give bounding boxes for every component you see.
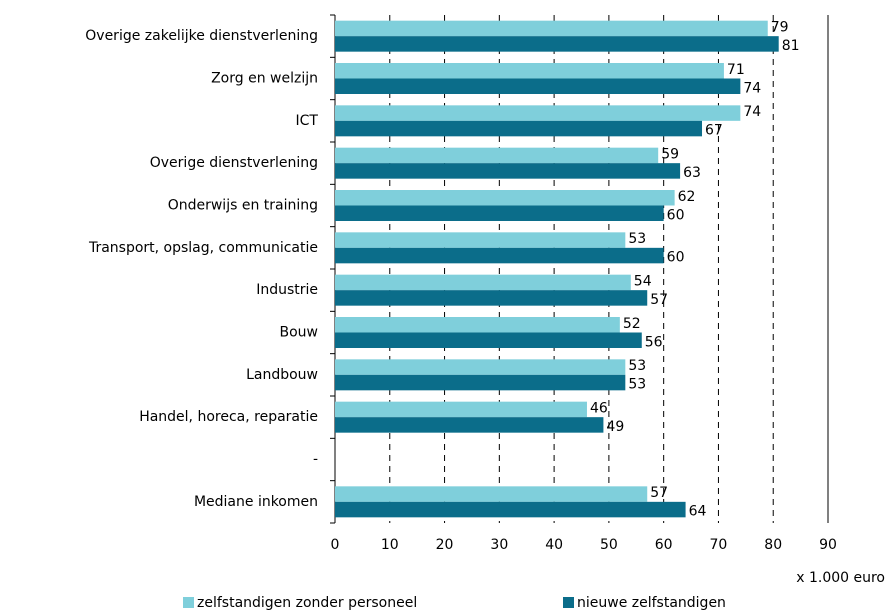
value-label: 81 bbox=[782, 38, 800, 54]
bar bbox=[335, 63, 724, 79]
y-tick-label: Bouw bbox=[280, 325, 319, 341]
bar bbox=[335, 274, 631, 291]
x-tick-label: 70 bbox=[710, 537, 728, 553]
value-label: 62 bbox=[678, 189, 696, 205]
bar bbox=[335, 190, 675, 206]
x-tick-label: 90 bbox=[819, 537, 837, 553]
x-tick-label: 20 bbox=[436, 537, 454, 553]
bar bbox=[335, 232, 626, 248]
bar bbox=[335, 359, 626, 375]
value-label: 52 bbox=[623, 316, 641, 332]
value-label: 59 bbox=[661, 146, 679, 162]
bar bbox=[335, 120, 703, 137]
value-label: 67 bbox=[705, 123, 723, 139]
bar bbox=[335, 486, 648, 502]
value-label: 57 bbox=[650, 292, 668, 308]
value-label: 46 bbox=[590, 400, 608, 416]
y-tick-label: - bbox=[313, 452, 318, 468]
y-tick-label: Overige zakelijke dienstverlening bbox=[85, 28, 318, 44]
y-tick-label: ICT bbox=[296, 113, 319, 129]
bar bbox=[335, 332, 642, 348]
y-tick-label: Zorg en welzijn bbox=[211, 71, 318, 87]
x-tick-label: 60 bbox=[655, 537, 673, 553]
x-axis-label: x 1.000 euro bbox=[796, 570, 885, 586]
bar bbox=[335, 205, 664, 221]
bar bbox=[335, 78, 741, 94]
bar bbox=[335, 374, 626, 391]
bar bbox=[335, 20, 768, 37]
value-label: 53 bbox=[628, 358, 646, 374]
y-tick-label: Landbouw bbox=[246, 367, 318, 383]
bar bbox=[335, 417, 604, 433]
y-tick-label: Overige dienstverlening bbox=[150, 155, 318, 171]
bar bbox=[335, 147, 659, 164]
y-tick-label: Handel, horeca, reparatie bbox=[139, 409, 318, 425]
x-tick-label: 40 bbox=[545, 537, 563, 553]
value-label: 74 bbox=[743, 104, 761, 120]
value-label: 60 bbox=[667, 207, 685, 223]
value-label: 53 bbox=[628, 377, 646, 393]
value-label: 53 bbox=[628, 231, 646, 247]
bar bbox=[335, 290, 648, 306]
bar bbox=[335, 36, 779, 52]
value-label: 71 bbox=[727, 62, 745, 78]
value-label: 57 bbox=[650, 485, 668, 501]
value-label: 79 bbox=[771, 19, 789, 35]
value-label: 63 bbox=[683, 165, 701, 181]
x-tick-label: 30 bbox=[490, 537, 508, 553]
value-label: 56 bbox=[645, 334, 663, 350]
legend-swatch bbox=[563, 597, 574, 608]
bar bbox=[335, 163, 681, 179]
legend-swatch bbox=[183, 597, 194, 608]
legend-label: nieuwe zelfstandigen bbox=[577, 595, 726, 611]
bar bbox=[335, 501, 686, 518]
value-label: 54 bbox=[634, 273, 652, 289]
x-tick-label: 0 bbox=[331, 537, 340, 553]
x-tick-label: 80 bbox=[764, 537, 782, 553]
y-tick-label: Transport, opslag, communicatie bbox=[88, 240, 318, 256]
value-label: 49 bbox=[606, 419, 624, 435]
value-label: 64 bbox=[689, 504, 707, 520]
value-label: 60 bbox=[667, 250, 685, 266]
x-tick-label: 10 bbox=[381, 537, 399, 553]
x-tick-label: 50 bbox=[600, 537, 618, 553]
y-tick-label: Industrie bbox=[256, 282, 318, 298]
bar bbox=[335, 247, 664, 264]
bar bbox=[335, 401, 587, 418]
bar bbox=[335, 317, 620, 333]
y-tick-label: Mediane inkomen bbox=[194, 494, 318, 510]
value-label: 74 bbox=[743, 80, 761, 96]
legend-label: zelfstandigen zonder personeel bbox=[197, 595, 417, 611]
bar bbox=[335, 105, 741, 121]
y-tick-label: Onderwijs en training bbox=[168, 198, 318, 214]
